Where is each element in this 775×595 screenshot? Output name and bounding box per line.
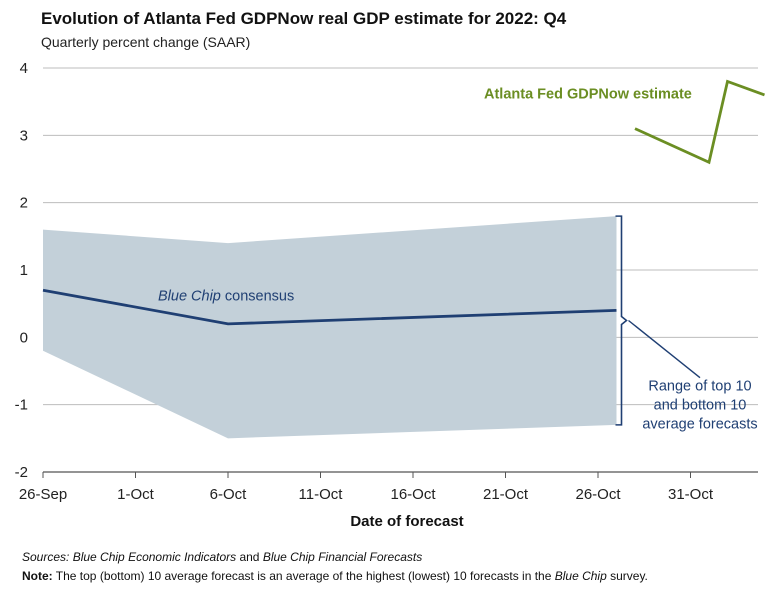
y-tick-label: 1 [20,262,28,279]
y-tick-label: 4 [20,60,28,77]
line-chart: 4 3 2 1 0 -1 -2 26-Sep 1-Oct 6-Oct 11-Oct 16-Oct 21-… [15,60,765,530]
x-axis-label: Date of forecast [350,513,463,530]
x-tick-label: 26-Oct [575,486,621,503]
note-italic: Blue Chip [554,569,607,583]
y-tick-label: -2 [15,464,28,481]
sources-part1: Blue Chip Economic Indicators [72,550,237,564]
footnote: Note: The top (bottom) 10 average foreca… [22,569,648,583]
y-tick-label: 2 [20,195,28,212]
bluechip-label: Blue Chip consensus [158,288,294,304]
range-leader-line [628,319,701,379]
y-tick-label: 0 [20,329,28,346]
sources-part2: Blue Chip Financial Forecasts [262,550,423,564]
y-tick-label: -1 [15,397,28,414]
x-tick-label: 1-Oct [117,486,155,503]
x-tick-label: 26-Sep [19,486,67,503]
axis-layer: 4 3 2 1 0 -1 -2 26-Sep 1-Oct 6-Oct 11-Oct 16-Oct 21-… [15,60,714,530]
bluechip-label-rest: consensus [221,288,294,304]
x-tick-label: 21-Oct [483,486,529,503]
x-tick-label: 6-Oct [210,486,248,503]
gdpnow-label: Atlanta Fed GDPNow estimate [484,86,692,102]
bluechip-consensus-line [42,288,617,326]
note-text-1: The top (bottom) 10 average forecast is … [52,569,555,583]
note-label: Note: [22,569,53,583]
sources-and: and [236,550,263,564]
y-tick-label: 3 [20,127,28,144]
range-band-layer [43,216,617,439]
bluechip-label-italic: Blue Chip [158,288,221,304]
range-label-line: average forecasts [642,417,757,433]
range-label-line: and bottom 10 [654,398,747,414]
chart-subtitle: Quarterly percent change (SAAR) [41,34,251,50]
range-bracket [615,215,628,426]
series-layer [42,79,765,326]
chart-title: Evolution of Atlanta Fed GDPNow real GDP… [41,9,567,28]
range-label-line: Range of top 10 [648,379,751,395]
x-tick-label: 31-Oct [668,486,714,503]
x-tick-label: 16-Oct [390,486,436,503]
note-text-2: survey. [606,569,648,583]
sources-label: Sources: [22,550,70,564]
sources-note: Sources: Blue Chip Economic Indicators a… [22,550,422,564]
annotation-layer: Atlanta Fed GDPNow estimate Blue Chip con… [158,86,758,432]
range-band-area [43,216,617,439]
gdpnow-estimate-line [634,79,765,165]
x-tick-label: 11-Oct [299,486,344,503]
